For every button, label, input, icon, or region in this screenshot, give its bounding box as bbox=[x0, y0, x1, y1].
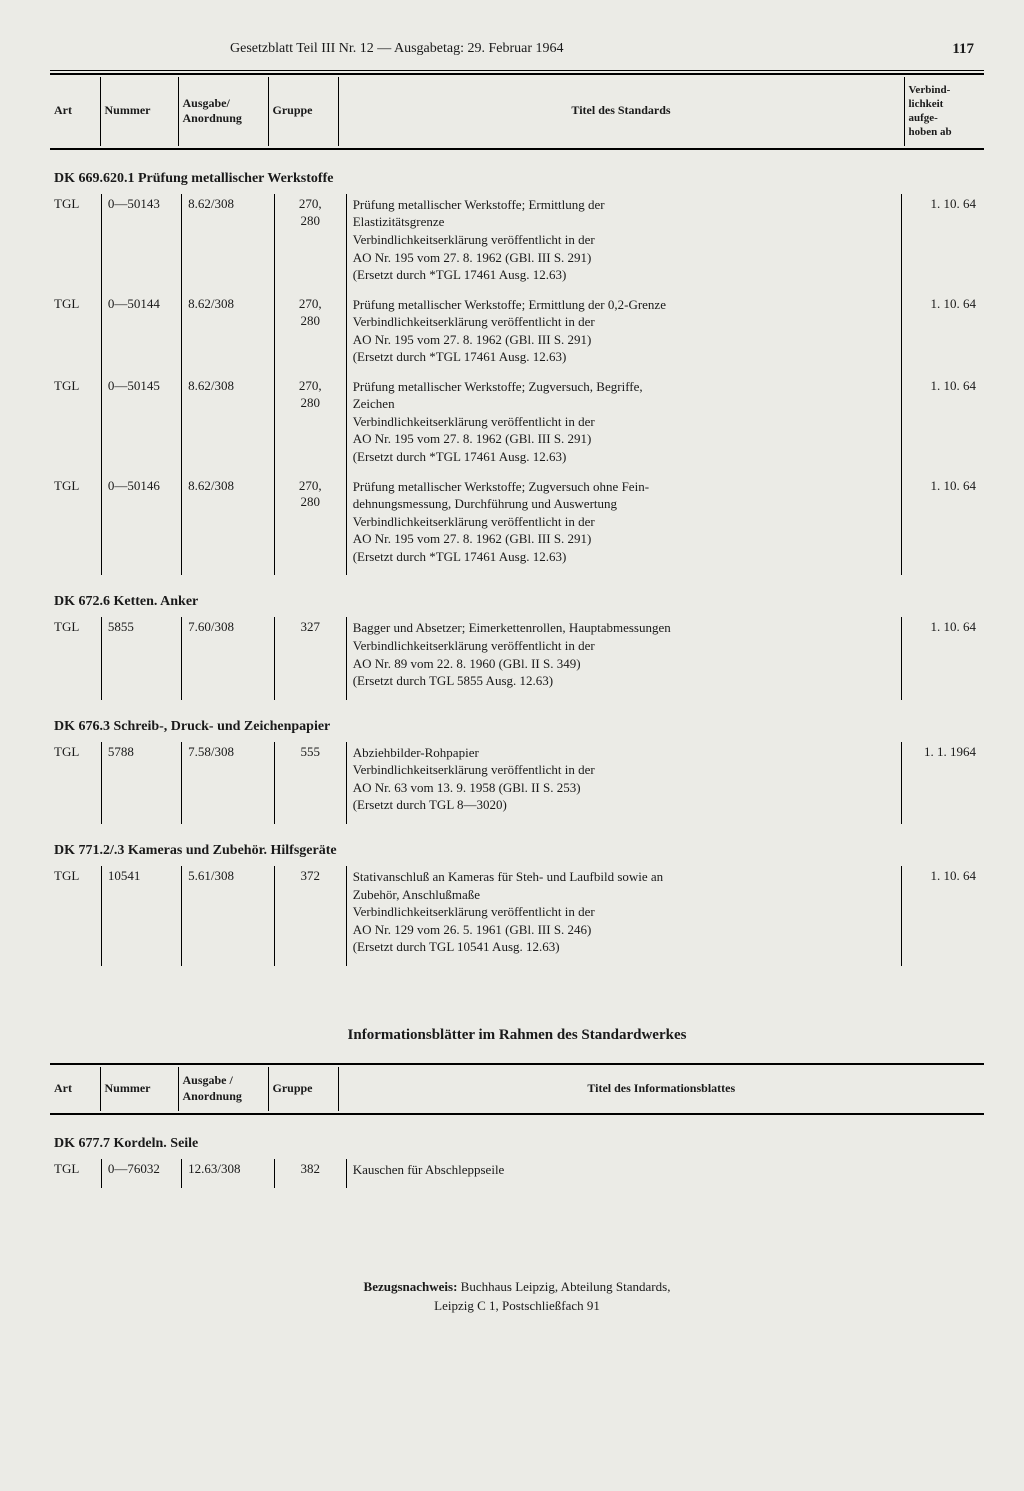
col-gruppe: Gruppe bbox=[268, 1067, 338, 1110]
rule-thick bbox=[50, 73, 984, 75]
table-row: TGL0—7603212.63/308382Kauschen für Absch… bbox=[50, 1159, 984, 1189]
section-heading: DK 672.6 Ketten. Anker bbox=[50, 575, 984, 617]
cell-date: 1. 10. 64 bbox=[902, 294, 984, 376]
cell-nummer: 0—50146 bbox=[101, 476, 181, 576]
table-row: TGL0—501448.62/308270, 280Prüfung metall… bbox=[50, 294, 984, 376]
section-table: TGL105415.61/308372Stativanschluß an Kam… bbox=[50, 866, 984, 966]
cell-art: TGL bbox=[50, 1159, 101, 1189]
info-table-header: Art Nummer Ausgabe / Anordnung Gruppe Ti… bbox=[50, 1067, 984, 1110]
section-table: TGL58557.60/308327Bagger und Absetzer; E… bbox=[50, 617, 984, 699]
cell-date: 1. 10. 64 bbox=[902, 376, 984, 476]
col-nummer: Nummer bbox=[100, 77, 178, 146]
cell-titel: Bagger und Absetzer; Eimerkettenrollen, … bbox=[346, 617, 901, 699]
cell-art: TGL bbox=[50, 376, 101, 476]
cell-gruppe: 327 bbox=[274, 617, 346, 699]
info-table-body: DK 677.7 Kordeln. SeileTGL0—7603212.63/3… bbox=[50, 1117, 984, 1189]
cell-art: TGL bbox=[50, 742, 101, 824]
section-heading: DK 676.3 Schreib-, Druck- und Zeichenpap… bbox=[50, 700, 984, 742]
cell-nummer: 0—76032 bbox=[101, 1159, 181, 1189]
cell-gruppe: 270, 280 bbox=[274, 476, 346, 576]
cell-ausgabe: 8.62/308 bbox=[182, 294, 275, 376]
cell-gruppe: 555 bbox=[274, 742, 346, 824]
table-row: TGL58557.60/308327Bagger und Absetzer; E… bbox=[50, 617, 984, 699]
cell-ausgabe: 5.61/308 bbox=[182, 866, 275, 966]
table-row: TGL0—501468.62/308270, 280Prüfung metall… bbox=[50, 476, 984, 576]
cell-gruppe: 372 bbox=[274, 866, 346, 966]
cell-titel: Prüfung metallischer Werkstoffe; Zugvers… bbox=[346, 476, 901, 576]
section-table: TGL0—7603212.63/308382Kauschen für Absch… bbox=[50, 1159, 984, 1189]
cell-nummer: 10541 bbox=[101, 866, 181, 966]
cell-nummer: 0—50144 bbox=[101, 294, 181, 376]
document-title: Gesetzblatt Teil III Nr. 12 — Ausgabetag… bbox=[230, 40, 564, 60]
col-titel: Titel des Standards bbox=[338, 77, 904, 146]
cell-ausgabe: 12.63/308 bbox=[182, 1159, 275, 1189]
cell-art: TGL bbox=[50, 866, 101, 966]
col-titel: Titel des Informationsblattes bbox=[338, 1067, 984, 1110]
col-art: Art bbox=[50, 77, 100, 146]
cell-date: 1. 10. 64 bbox=[902, 194, 984, 294]
cell-ausgabe: 7.58/308 bbox=[182, 742, 275, 824]
cell-ausgabe: 8.62/308 bbox=[182, 194, 275, 294]
table-row: TGL0—501458.62/308270, 280Prüfung metall… bbox=[50, 376, 984, 476]
table-row: TGL0—501438.62/308270, 280Prüfung metall… bbox=[50, 194, 984, 294]
cell-nummer: 0—50143 bbox=[101, 194, 181, 294]
cell-nummer: 0—50145 bbox=[101, 376, 181, 476]
col-ausgabe: Ausgabe / Anordnung bbox=[178, 1067, 268, 1110]
cell-titel: Prüfung metallischer Werkstoffe; Ermittl… bbox=[346, 194, 901, 294]
cell-art: TGL bbox=[50, 617, 101, 699]
col-nummer: Nummer bbox=[100, 1067, 178, 1110]
section-table: TGL0—501438.62/308270, 280Prüfung metall… bbox=[50, 194, 984, 575]
section-table: TGL57887.58/308555Abziehbilder-Rohpapier… bbox=[50, 742, 984, 824]
cell-art: TGL bbox=[50, 194, 101, 294]
cell-date: 1. 10. 64 bbox=[902, 617, 984, 699]
cell-nummer: 5788 bbox=[101, 742, 181, 824]
page-number: 117 bbox=[952, 40, 974, 60]
footer-label: Bezugsnachweis: bbox=[364, 1279, 458, 1294]
section-heading: DK 771.2/.3 Kameras und Zubehör. Hilfsge… bbox=[50, 824, 984, 866]
cell-date: 1. 10. 64 bbox=[902, 476, 984, 576]
cell-titel: Prüfung metallischer Werkstoffe; Ermittl… bbox=[346, 294, 901, 376]
col-verbind: Verbind- lichkeit aufge- hoben ab bbox=[904, 77, 984, 146]
cell-gruppe: 270, 280 bbox=[274, 194, 346, 294]
cell-art: TGL bbox=[50, 476, 101, 576]
cell-titel: Abziehbilder-RohpapierVerbindlichkeitser… bbox=[346, 742, 901, 824]
cell-date: 1. 1. 1964 bbox=[902, 742, 984, 824]
cell-gruppe: 382 bbox=[274, 1159, 346, 1189]
section-heading: DK 677.7 Kordeln. Seile bbox=[50, 1117, 984, 1159]
standards-table-body: DK 669.620.1 Prüfung metallischer Werkst… bbox=[50, 152, 984, 966]
page-header: Gesetzblatt Teil III Nr. 12 — Ausgabetag… bbox=[50, 40, 984, 68]
cell-titel: Kauschen für Abschleppseile bbox=[346, 1159, 984, 1189]
cell-nummer: 5855 bbox=[101, 617, 181, 699]
footer-citation: Bezugsnachweis: Buchhaus Leipzig, Abteil… bbox=[50, 1278, 984, 1314]
col-ausgabe: Ausgabe/ Anordnung bbox=[178, 77, 268, 146]
col-art: Art bbox=[50, 1067, 100, 1110]
cell-ausgabe: 8.62/308 bbox=[182, 376, 275, 476]
footer-line2: Leipzig C 1, Postschließfach 91 bbox=[434, 1298, 600, 1313]
rule bbox=[50, 70, 984, 71]
cell-gruppe: 270, 280 bbox=[274, 294, 346, 376]
cell-titel: Prüfung metallischer Werkstoffe; Zugvers… bbox=[346, 376, 901, 476]
section-subtitle: Informationsblätter im Rahmen des Standa… bbox=[50, 1026, 984, 1046]
cell-gruppe: 270, 280 bbox=[274, 376, 346, 476]
cell-ausgabe: 7.60/308 bbox=[182, 617, 275, 699]
rule-thick bbox=[50, 1113, 984, 1115]
cell-ausgabe: 8.62/308 bbox=[182, 476, 275, 576]
rule-thick bbox=[50, 148, 984, 150]
table-row: TGL57887.58/308555Abziehbilder-Rohpapier… bbox=[50, 742, 984, 824]
col-gruppe: Gruppe bbox=[268, 77, 338, 146]
table-row: TGL105415.61/308372Stativanschluß an Kam… bbox=[50, 866, 984, 966]
footer-line1: Buchhaus Leipzig, Abteilung Standards, bbox=[461, 1279, 671, 1294]
standards-table-header: Art Nummer Ausgabe/ Anordnung Gruppe Tit… bbox=[50, 77, 984, 146]
cell-titel: Stativanschluß an Kameras für Steh- und … bbox=[346, 866, 901, 966]
section-heading: DK 669.620.1 Prüfung metallischer Werkst… bbox=[50, 152, 984, 194]
cell-art: TGL bbox=[50, 294, 101, 376]
cell-date: 1. 10. 64 bbox=[902, 866, 984, 966]
rule-thick bbox=[50, 1063, 984, 1065]
